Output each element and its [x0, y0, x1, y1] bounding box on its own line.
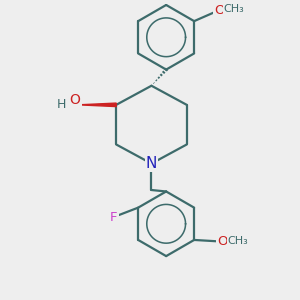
Text: O: O — [214, 4, 224, 17]
Text: F: F — [110, 211, 118, 224]
Polygon shape — [78, 103, 116, 106]
Text: O: O — [217, 235, 227, 248]
Text: O: O — [70, 93, 80, 107]
Text: H: H — [57, 98, 66, 111]
Text: N: N — [146, 156, 157, 171]
Text: CH₃: CH₃ — [224, 4, 244, 14]
Text: CH₃: CH₃ — [228, 236, 249, 246]
